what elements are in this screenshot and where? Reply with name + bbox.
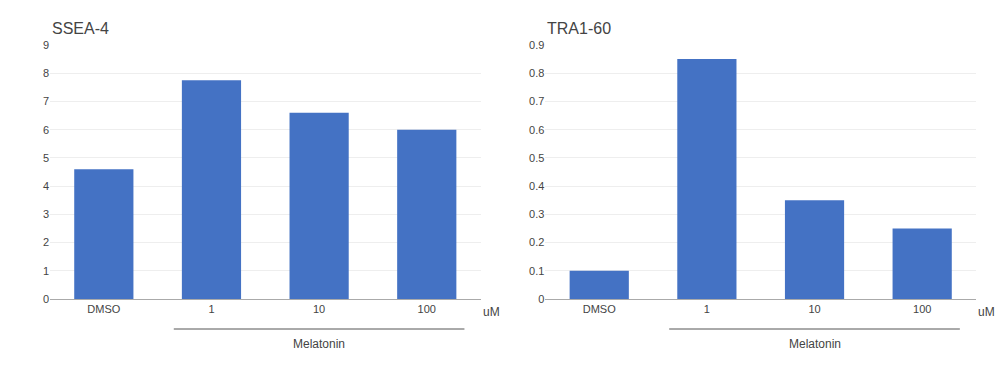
svg-text:0.9: 0.9 bbox=[529, 39, 544, 51]
svg-text:TRA1-60: TRA1-60 bbox=[547, 20, 611, 37]
svg-text:0.3: 0.3 bbox=[529, 208, 544, 220]
svg-text:Melatonin: Melatonin bbox=[293, 337, 345, 351]
svg-text:0.2: 0.2 bbox=[529, 236, 544, 248]
svg-text:SSEA-4: SSEA-4 bbox=[52, 20, 109, 37]
svg-text:uM: uM bbox=[978, 305, 995, 319]
svg-text:2: 2 bbox=[43, 236, 49, 248]
svg-text:5: 5 bbox=[43, 152, 49, 164]
svg-text:DMSO: DMSO bbox=[87, 303, 120, 315]
svg-text:10: 10 bbox=[808, 303, 820, 315]
svg-text:100: 100 bbox=[418, 303, 436, 315]
svg-text:0: 0 bbox=[43, 293, 49, 305]
svg-text:1: 1 bbox=[43, 265, 49, 277]
svg-text:0.1: 0.1 bbox=[529, 265, 544, 277]
svg-text:0: 0 bbox=[538, 293, 544, 305]
svg-text:1: 1 bbox=[704, 303, 710, 315]
svg-text:1: 1 bbox=[208, 303, 214, 315]
svg-text:7: 7 bbox=[43, 95, 49, 107]
svg-text:Melatonin: Melatonin bbox=[789, 337, 841, 351]
svg-text:0.7: 0.7 bbox=[529, 95, 544, 107]
svg-text:0.5: 0.5 bbox=[529, 152, 544, 164]
svg-text:0.8: 0.8 bbox=[529, 67, 544, 79]
svg-text:10: 10 bbox=[313, 303, 325, 315]
svg-text:100: 100 bbox=[913, 303, 931, 315]
svg-text:0.4: 0.4 bbox=[529, 180, 544, 192]
svg-text:3: 3 bbox=[43, 208, 49, 220]
svg-text:DMSO: DMSO bbox=[583, 303, 616, 315]
svg-text:4: 4 bbox=[43, 180, 49, 192]
svg-text:8: 8 bbox=[43, 67, 49, 79]
svg-text:6: 6 bbox=[43, 124, 49, 136]
svg-text:0.6: 0.6 bbox=[529, 124, 544, 136]
svg-text:9: 9 bbox=[43, 39, 49, 51]
svg-text:uM: uM bbox=[483, 305, 500, 319]
